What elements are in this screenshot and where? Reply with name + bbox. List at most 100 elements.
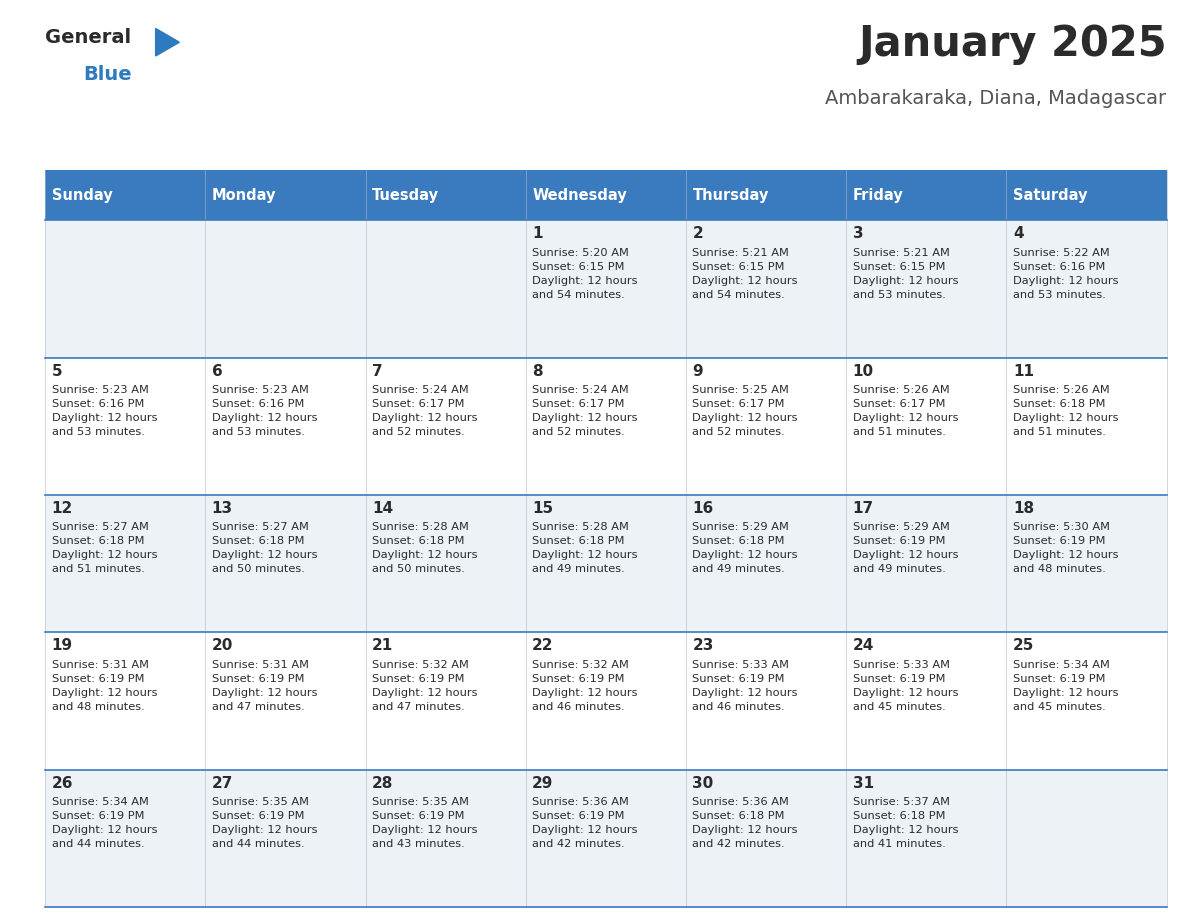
Text: 9: 9: [693, 364, 703, 379]
Bar: [45, 769, 206, 907]
Bar: [1006, 769, 1167, 907]
Text: 21: 21: [372, 639, 393, 654]
Bar: [366, 495, 526, 633]
Bar: [1006, 170, 1167, 220]
Text: Sunrise: 5:20 AM
Sunset: 6:15 PM
Daylight: 12 hours
and 54 minutes.: Sunrise: 5:20 AM Sunset: 6:15 PM Dayligh…: [532, 248, 638, 300]
Bar: [526, 358, 685, 495]
Bar: [846, 633, 1006, 769]
Bar: [526, 170, 685, 220]
Text: Sunrise: 5:23 AM
Sunset: 6:16 PM
Daylight: 12 hours
and 53 minutes.: Sunrise: 5:23 AM Sunset: 6:16 PM Dayligh…: [211, 386, 317, 437]
Text: 28: 28: [372, 776, 393, 790]
Text: 5: 5: [51, 364, 62, 379]
Text: Friday: Friday: [853, 187, 903, 203]
Text: 12: 12: [51, 501, 72, 516]
Bar: [526, 633, 685, 769]
Bar: [206, 495, 366, 633]
Text: 4: 4: [1013, 227, 1023, 241]
Text: 2: 2: [693, 227, 703, 241]
Text: Sunrise: 5:31 AM
Sunset: 6:19 PM
Daylight: 12 hours
and 47 minutes.: Sunrise: 5:31 AM Sunset: 6:19 PM Dayligh…: [211, 660, 317, 711]
Bar: [45, 633, 206, 769]
Bar: [1006, 358, 1167, 495]
Text: Sunrise: 5:29 AM
Sunset: 6:19 PM
Daylight: 12 hours
and 49 minutes.: Sunrise: 5:29 AM Sunset: 6:19 PM Dayligh…: [853, 522, 958, 575]
Text: 24: 24: [853, 639, 874, 654]
Text: Sunrise: 5:34 AM
Sunset: 6:19 PM
Daylight: 12 hours
and 45 minutes.: Sunrise: 5:34 AM Sunset: 6:19 PM Dayligh…: [1013, 660, 1118, 711]
Bar: [846, 769, 1006, 907]
Text: 30: 30: [693, 776, 714, 790]
Bar: [45, 358, 206, 495]
Text: Sunrise: 5:30 AM
Sunset: 6:19 PM
Daylight: 12 hours
and 48 minutes.: Sunrise: 5:30 AM Sunset: 6:19 PM Dayligh…: [1013, 522, 1118, 575]
Bar: [526, 769, 685, 907]
Polygon shape: [156, 28, 179, 56]
Text: Sunrise: 5:28 AM
Sunset: 6:18 PM
Daylight: 12 hours
and 49 minutes.: Sunrise: 5:28 AM Sunset: 6:18 PM Dayligh…: [532, 522, 638, 575]
Bar: [45, 220, 206, 358]
Text: Sunrise: 5:24 AM
Sunset: 6:17 PM
Daylight: 12 hours
and 52 minutes.: Sunrise: 5:24 AM Sunset: 6:17 PM Dayligh…: [532, 386, 638, 437]
Text: Sunrise: 5:35 AM
Sunset: 6:19 PM
Daylight: 12 hours
and 43 minutes.: Sunrise: 5:35 AM Sunset: 6:19 PM Dayligh…: [372, 797, 478, 849]
Text: Sunrise: 5:29 AM
Sunset: 6:18 PM
Daylight: 12 hours
and 49 minutes.: Sunrise: 5:29 AM Sunset: 6:18 PM Dayligh…: [693, 522, 798, 575]
Text: 17: 17: [853, 501, 873, 516]
Text: Sunrise: 5:21 AM
Sunset: 6:15 PM
Daylight: 12 hours
and 54 minutes.: Sunrise: 5:21 AM Sunset: 6:15 PM Dayligh…: [693, 248, 798, 300]
Text: 8: 8: [532, 364, 543, 379]
Text: 18: 18: [1013, 501, 1034, 516]
Text: Wednesday: Wednesday: [532, 187, 627, 203]
Text: 6: 6: [211, 364, 222, 379]
Bar: [685, 358, 846, 495]
Bar: [1006, 633, 1167, 769]
Bar: [366, 769, 526, 907]
Bar: [1006, 220, 1167, 358]
Text: Sunrise: 5:25 AM
Sunset: 6:17 PM
Daylight: 12 hours
and 52 minutes.: Sunrise: 5:25 AM Sunset: 6:17 PM Dayligh…: [693, 386, 798, 437]
Text: Sunrise: 5:24 AM
Sunset: 6:17 PM
Daylight: 12 hours
and 52 minutes.: Sunrise: 5:24 AM Sunset: 6:17 PM Dayligh…: [372, 386, 478, 437]
Text: Sunrise: 5:21 AM
Sunset: 6:15 PM
Daylight: 12 hours
and 53 minutes.: Sunrise: 5:21 AM Sunset: 6:15 PM Dayligh…: [853, 248, 958, 300]
Text: 11: 11: [1013, 364, 1034, 379]
Bar: [206, 358, 366, 495]
Text: Sunday: Sunday: [51, 187, 113, 203]
Text: Sunrise: 5:36 AM
Sunset: 6:18 PM
Daylight: 12 hours
and 42 minutes.: Sunrise: 5:36 AM Sunset: 6:18 PM Dayligh…: [693, 797, 798, 849]
Bar: [206, 633, 366, 769]
Bar: [206, 220, 366, 358]
Bar: [366, 170, 526, 220]
Bar: [1006, 495, 1167, 633]
Text: 10: 10: [853, 364, 873, 379]
Text: Sunrise: 5:37 AM
Sunset: 6:18 PM
Daylight: 12 hours
and 41 minutes.: Sunrise: 5:37 AM Sunset: 6:18 PM Dayligh…: [853, 797, 958, 849]
Text: Sunrise: 5:32 AM
Sunset: 6:19 PM
Daylight: 12 hours
and 47 minutes.: Sunrise: 5:32 AM Sunset: 6:19 PM Dayligh…: [372, 660, 478, 711]
Text: Sunrise: 5:22 AM
Sunset: 6:16 PM
Daylight: 12 hours
and 53 minutes.: Sunrise: 5:22 AM Sunset: 6:16 PM Dayligh…: [1013, 248, 1118, 300]
Text: 13: 13: [211, 501, 233, 516]
Bar: [45, 170, 206, 220]
Bar: [846, 170, 1006, 220]
Text: 31: 31: [853, 776, 873, 790]
Text: 29: 29: [532, 776, 554, 790]
Text: Sunrise: 5:27 AM
Sunset: 6:18 PM
Daylight: 12 hours
and 51 minutes.: Sunrise: 5:27 AM Sunset: 6:18 PM Dayligh…: [51, 522, 157, 575]
Text: Sunrise: 5:33 AM
Sunset: 6:19 PM
Daylight: 12 hours
and 46 minutes.: Sunrise: 5:33 AM Sunset: 6:19 PM Dayligh…: [693, 660, 798, 711]
Bar: [846, 358, 1006, 495]
Text: Sunrise: 5:28 AM
Sunset: 6:18 PM
Daylight: 12 hours
and 50 minutes.: Sunrise: 5:28 AM Sunset: 6:18 PM Dayligh…: [372, 522, 478, 575]
Text: 19: 19: [51, 639, 72, 654]
Text: 7: 7: [372, 364, 383, 379]
Text: 20: 20: [211, 639, 233, 654]
Text: Sunrise: 5:32 AM
Sunset: 6:19 PM
Daylight: 12 hours
and 46 minutes.: Sunrise: 5:32 AM Sunset: 6:19 PM Dayligh…: [532, 660, 638, 711]
Bar: [366, 633, 526, 769]
Bar: [206, 769, 366, 907]
Text: January 2025: January 2025: [858, 23, 1167, 65]
Bar: [685, 769, 846, 907]
Text: Tuesday: Tuesday: [372, 187, 440, 203]
Text: Sunrise: 5:36 AM
Sunset: 6:19 PM
Daylight: 12 hours
and 42 minutes.: Sunrise: 5:36 AM Sunset: 6:19 PM Dayligh…: [532, 797, 638, 849]
Text: Blue: Blue: [83, 65, 132, 84]
Bar: [846, 220, 1006, 358]
Text: Sunrise: 5:31 AM
Sunset: 6:19 PM
Daylight: 12 hours
and 48 minutes.: Sunrise: 5:31 AM Sunset: 6:19 PM Dayligh…: [51, 660, 157, 711]
Text: 26: 26: [51, 776, 72, 790]
Text: 16: 16: [693, 501, 714, 516]
Text: 22: 22: [532, 639, 554, 654]
Bar: [206, 170, 366, 220]
Text: Ambarakaraka, Diana, Madagascar: Ambarakaraka, Diana, Madagascar: [826, 89, 1167, 108]
Text: Sunrise: 5:33 AM
Sunset: 6:19 PM
Daylight: 12 hours
and 45 minutes.: Sunrise: 5:33 AM Sunset: 6:19 PM Dayligh…: [853, 660, 958, 711]
Bar: [685, 170, 846, 220]
Bar: [366, 220, 526, 358]
Text: Sunrise: 5:34 AM
Sunset: 6:19 PM
Daylight: 12 hours
and 44 minutes.: Sunrise: 5:34 AM Sunset: 6:19 PM Dayligh…: [51, 797, 157, 849]
Text: Monday: Monday: [211, 187, 277, 203]
Bar: [45, 495, 206, 633]
Bar: [526, 495, 685, 633]
Text: 14: 14: [372, 501, 393, 516]
Bar: [685, 220, 846, 358]
Bar: [685, 633, 846, 769]
Text: 1: 1: [532, 227, 543, 241]
Text: Sunrise: 5:26 AM
Sunset: 6:17 PM
Daylight: 12 hours
and 51 minutes.: Sunrise: 5:26 AM Sunset: 6:17 PM Dayligh…: [853, 386, 958, 437]
